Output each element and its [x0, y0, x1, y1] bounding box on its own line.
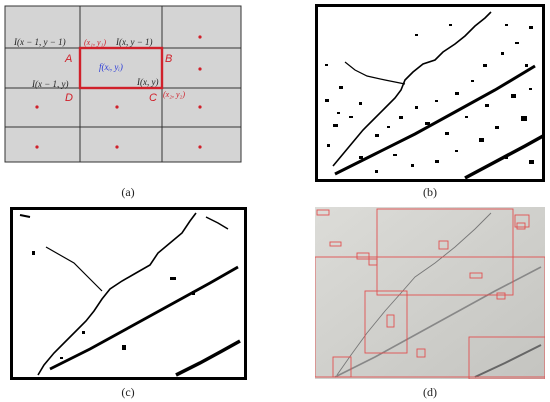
- caption-b: (b): [423, 185, 437, 199]
- remaining-fragments: [32, 251, 195, 359]
- corner-label-a: A: [64, 53, 72, 65]
- panel-b: [315, 4, 545, 182]
- detection-box: [364, 290, 408, 354]
- detection-box: [315, 256, 545, 378]
- caption-d: (d): [423, 385, 437, 399]
- detection-box: [469, 272, 483, 279]
- sample-point: [35, 105, 39, 109]
- detection-boxes: [315, 208, 545, 379]
- label-i-x-1-y-1: I(x − 1, y − 1): [13, 37, 66, 47]
- interpolation-grid-diagram: I(x − 1, y − 1) (x₁, y₁) I(x, y − 1) I(x…: [4, 5, 242, 163]
- cleaned-crack-image: [10, 207, 247, 380]
- label-i-x-y: I(x, y): [136, 77, 158, 87]
- detection-box: [356, 252, 370, 260]
- corner-label-c: C: [149, 92, 157, 104]
- label-point-1: (x₁, y₁): [84, 38, 106, 47]
- faint-cracks: [334, 212, 542, 378]
- concrete-surface: [315, 207, 545, 379]
- sample-point: [198, 145, 202, 149]
- label-point-2: (x₂, y₂): [163, 90, 185, 99]
- detection-box: [376, 208, 514, 296]
- detection-box: [316, 209, 330, 216]
- sample-point: [198, 105, 202, 109]
- label-i-x-1-y: I(x − 1, y): [31, 79, 69, 89]
- label-f-xi-yi: f(xᵢ, yᵢ): [99, 62, 123, 72]
- detection-boxes-image: [315, 207, 545, 379]
- grid-sample-points: [35, 35, 202, 149]
- detection-box: [368, 258, 378, 266]
- sample-point: [35, 145, 39, 149]
- detection-box: [516, 222, 526, 230]
- panel-a: I(x − 1, y − 1) (x₁, y₁) I(x, y − 1) I(x…: [4, 5, 242, 163]
- binarized-crack-image: [315, 4, 545, 182]
- detection-box: [386, 314, 395, 328]
- caption-a: (a): [121, 185, 135, 199]
- interpolation-cell: [78, 46, 164, 90]
- detection-box: [332, 356, 352, 378]
- grid-background: [4, 5, 242, 163]
- sample-point: [198, 67, 202, 71]
- sample-point: [198, 35, 202, 39]
- detection-box: [329, 241, 342, 247]
- corner-label-d: D: [65, 92, 73, 104]
- sample-point: [115, 145, 119, 149]
- panel-d: [315, 207, 545, 379]
- corner-label-b: B: [165, 53, 172, 65]
- noise-speckles: [325, 24, 534, 173]
- detection-box: [438, 240, 449, 250]
- image-frame: [315, 4, 545, 182]
- detection-box: [496, 292, 506, 300]
- crack-strokes: [332, 11, 544, 180]
- caption-c: (c): [121, 385, 135, 399]
- crack-strokes: [19, 212, 241, 377]
- detection-box: [514, 214, 530, 228]
- label-i-x-y-1: I(x, y − 1): [115, 37, 153, 47]
- sample-point: [115, 105, 119, 109]
- detection-box: [416, 348, 426, 358]
- image-frame: [10, 207, 247, 380]
- panel-c: [10, 207, 247, 380]
- detection-box: [468, 336, 545, 379]
